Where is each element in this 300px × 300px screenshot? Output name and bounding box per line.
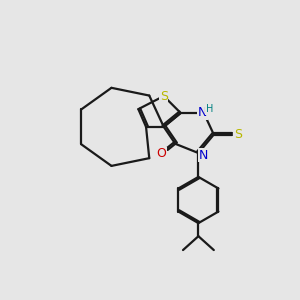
Text: N: N bbox=[198, 106, 207, 119]
Text: S: S bbox=[234, 128, 242, 141]
Text: O: O bbox=[157, 147, 166, 160]
Text: H: H bbox=[206, 104, 213, 114]
Text: S: S bbox=[160, 90, 168, 103]
Text: N: N bbox=[198, 149, 208, 162]
